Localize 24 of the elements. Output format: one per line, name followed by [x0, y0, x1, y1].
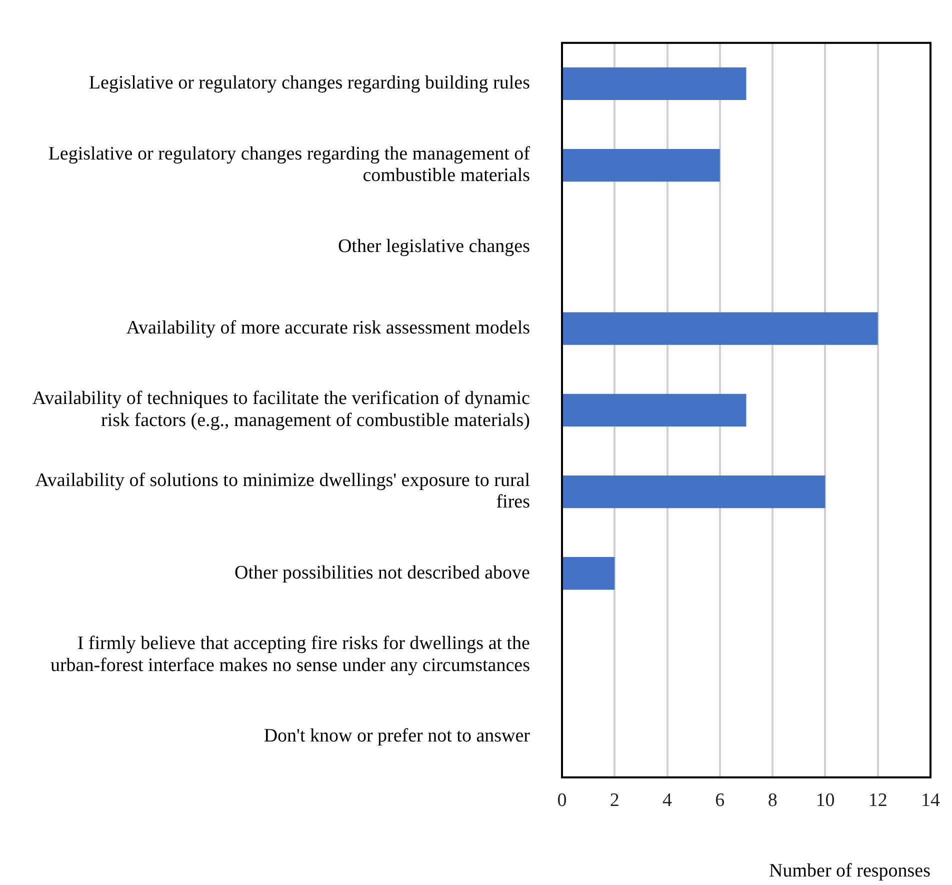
y-tick-label: Legislative or regulatory changes regarding the management of combustible materials: [48, 143, 531, 186]
bar: [563, 475, 826, 508]
y-tick-label: Availability of more accurate risk assessment models: [126, 318, 530, 339]
x-tick-label: 2: [610, 790, 620, 811]
y-tick-label: Other legislative changes: [338, 236, 530, 257]
bar: [563, 394, 746, 426]
x-tick-label: 14: [921, 790, 940, 811]
x-tick-label: 0: [557, 790, 567, 811]
x-tick-label: 8: [768, 790, 778, 811]
y-tick-label: Other possibilities not described above: [234, 562, 530, 584]
x-axis-title: Number of responses: [769, 860, 930, 882]
x-tick-label: 10: [816, 790, 835, 811]
x-tick-label: 6: [715, 790, 725, 811]
y-tick-label: Availability of techniques to facilitate the verification of dynamic risk factors (e.g., management of combustible materials): [32, 388, 530, 432]
y-tick-label: Availability of solutions to minimize dwellings' exposure to rural fires: [35, 470, 530, 513]
bar: [563, 312, 878, 345]
y-tick-label: I firmly believe that accepting fire risks for dwellings at the urban-forest interface makes no sense under any circumstances: [50, 633, 530, 676]
bar: [563, 149, 720, 182]
y-tick-label: Legislative or regulatory changes regarding building rules: [88, 72, 530, 94]
bar: [563, 67, 746, 100]
y-tick-label: Don't know or prefer not to answer: [264, 726, 531, 747]
x-tick-label: 4: [662, 790, 673, 811]
bar: [563, 557, 615, 590]
x-tick-label: 12: [868, 790, 888, 811]
